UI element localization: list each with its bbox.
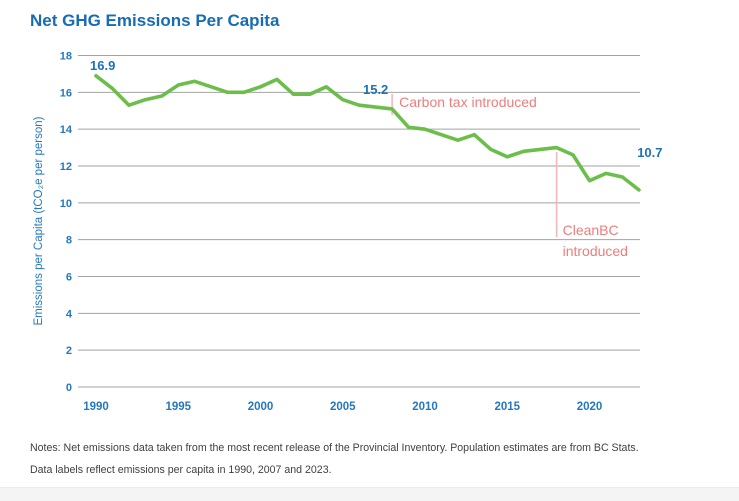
x-tick-label: 1995 <box>165 401 191 413</box>
data-label-1990: 16.9 <box>90 58 115 73</box>
notes-line-2: Data labels reflect emissions per capita… <box>30 464 332 476</box>
data-label-2023: 10.7 <box>637 145 662 160</box>
data-label-2007: 15.2 <box>363 82 388 97</box>
x-tick-label: 1990 <box>83 401 109 413</box>
y-tick-label: 12 <box>60 161 72 173</box>
x-tick-label: 2005 <box>330 401 356 413</box>
x-tick-label: 2000 <box>248 401 274 413</box>
page-title: Net GHG Emissions Per Capita <box>30 11 280 30</box>
y-tick-label: 0 <box>66 382 72 394</box>
y-tick-label: 14 <box>60 124 73 136</box>
y-tick-label: 2 <box>66 345 72 357</box>
y-tick-label: 8 <box>66 235 72 247</box>
x-tick-label: 2015 <box>494 401 520 413</box>
y-tick-label: 4 <box>66 308 73 320</box>
annotation-text-carbon-tax: Carbon tax introduced <box>399 94 537 110</box>
emissions-line <box>94 74 641 192</box>
y-tick-label: 10 <box>60 198 72 210</box>
x-tick-label: 2020 <box>577 401 603 413</box>
x-tick-label: 2010 <box>412 401 438 413</box>
emissions-per-capita-chart: 0 2 4 6 8 10 12 14 16 18 1990 1995 2000 2005 2010 2015 2… <box>33 50 663 413</box>
y-tick-label: 6 <box>66 271 72 283</box>
annotation-text-cleanbc: introduced <box>563 243 628 259</box>
footer-bar <box>0 487 739 501</box>
y-tick-label: 18 <box>60 50 72 62</box>
y-tick-label: 16 <box>60 87 72 99</box>
annotation-text-cleanbc: CleanBC <box>563 222 619 238</box>
notes-line-1: Notes: Net emissions data taken from the… <box>30 442 639 454</box>
y-axis-title: Emissions per Capita (tCO₂e per person) <box>33 116 45 325</box>
chart-notes: Notes: Net emissions data taken from the… <box>30 437 720 481</box>
